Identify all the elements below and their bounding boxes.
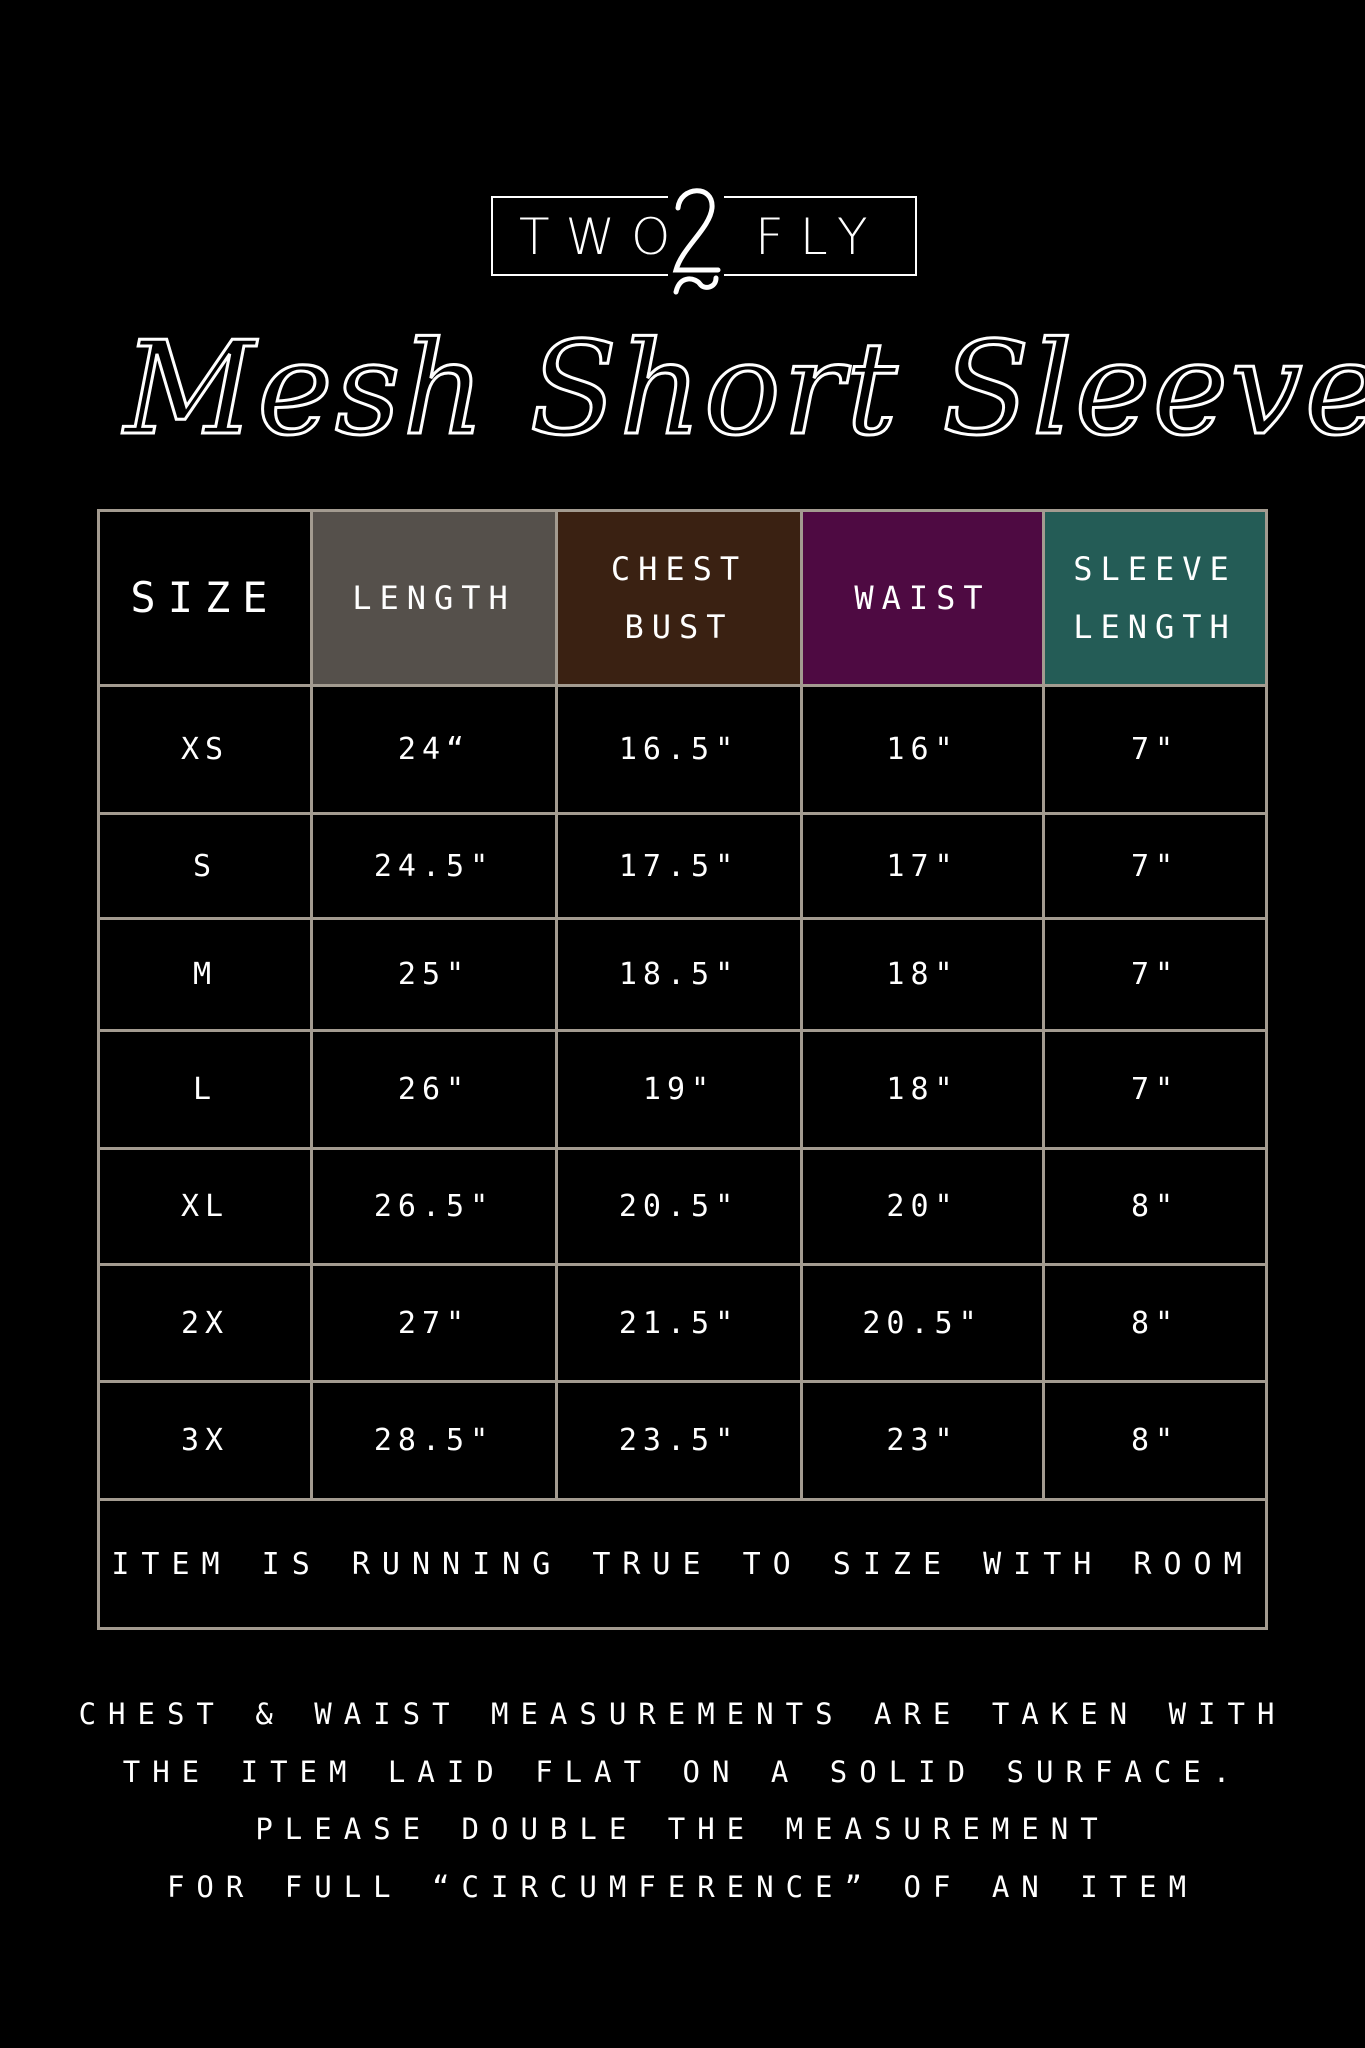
cell-waist: 20.5" [800,1263,1045,1383]
cell-sleeve-length: 8" [1042,1380,1268,1501]
cell-waist: 17" [800,812,1045,920]
header-chest-label: CHEST [610,550,748,588]
footer-line: PLEASE DOUBLE THE MEASUREMENT [255,1812,1110,1847]
header-waist: WAIST [800,509,1045,687]
fit-note: ITEM IS RUNNING TRUE TO SIZE WITH ROOM [97,1498,1268,1630]
cell-sleeve-length: 7" [1042,1029,1268,1150]
cell-chest-bust: 16.5" [555,684,803,815]
cell-chest-bust: 23.5" [555,1380,803,1501]
cell-length: 26.5" [310,1147,558,1266]
table-row: XL 26.5" 20.5" 20" 8" [97,1147,1268,1266]
brand-logo: TWO FLY [491,178,917,296]
header-sleeve-length-label: LENGTH [1073,608,1237,646]
cell-waist: 20" [800,1147,1045,1266]
header-sleeve-label: SLEEVE [1073,550,1237,588]
header-size-label: SIZE [130,573,280,622]
cell-chest-bust: 18.5" [555,917,803,1032]
table-row: S 24.5" 17.5" 17" 7" [97,812,1268,920]
table-row: M 25" 18.5" 18" 7" [97,917,1268,1032]
cell-waist: 18" [800,917,1045,1032]
cell-length: 24“ [310,684,558,815]
measurement-instructions: CHEST & WAIST MEASUREMENTS ARE TAKEN WIT… [0,1686,1365,1917]
cell-sleeve-length: 8" [1042,1263,1268,1383]
cell-size: L [97,1029,313,1150]
cell-waist: 16" [800,684,1045,815]
cell-waist: 23" [800,1380,1045,1501]
brand-left: TWO [519,208,687,266]
cell-size: 2X [97,1263,313,1383]
header-waist-label: WAIST [854,579,991,617]
cell-size: XS [97,684,313,815]
header-sleeve-length: SLEEVE LENGTH [1042,509,1268,687]
header-length-label: LENGTH [352,579,516,617]
cell-length: 28.5" [310,1380,558,1501]
header-chest-bust: CHEST BUST [555,509,803,687]
cell-size: S [97,812,313,920]
cell-length: 26" [310,1029,558,1150]
size-chart-table: SIZE LENGTH CHEST BUST WAIST SLEEVE LENGTH… [97,509,1268,1630]
cell-size: 3X [97,1380,313,1501]
header-length: LENGTH [310,509,558,687]
cell-sleeve-length: 7" [1042,917,1268,1032]
page-title: Mesh Short Sleeve [123,314,1365,466]
cell-length: 25" [310,917,558,1032]
cell-sleeve-length: 8" [1042,1147,1268,1266]
cell-size: M [97,917,313,1032]
cell-sleeve-length: 7" [1042,684,1268,815]
cell-size: XL [97,1147,313,1266]
footer-line: FOR FULL “CIRCUMFERENCE” OF AN ITEM [166,1870,1199,1905]
cell-chest-bust: 19" [555,1029,803,1150]
cell-sleeve-length: 7" [1042,812,1268,920]
table-row: 2X 27" 21.5" 20.5" 8" [97,1263,1268,1383]
table-row: 3X 28.5" 23.5" 23" 8" [97,1380,1268,1501]
cell-chest-bust: 20.5" [555,1147,803,1266]
footer-line: THE ITEM LAID FLAT ON A SOLID SURFACE. [122,1754,1243,1789]
note-row: ITEM IS RUNNING TRUE TO SIZE WITH ROOM [97,1498,1268,1630]
table-row: L 26" 19" 18" 7" [97,1029,1268,1150]
brand-two-glyph [668,178,724,296]
header-row: SIZE LENGTH CHEST BUST WAIST SLEEVE LENGTH [97,509,1268,687]
brand-right: FLY [755,208,884,266]
cell-length: 27" [310,1263,558,1383]
cell-waist: 18" [800,1029,1045,1150]
header-size: SIZE [97,509,313,687]
table-row: XS 24“ 16.5" 16" 7" [97,684,1268,815]
cell-length: 24.5" [310,812,558,920]
cell-chest-bust: 21.5" [555,1263,803,1383]
cell-chest-bust: 17.5" [555,812,803,920]
footer-line: CHEST & WAIST MEASUREMENTS ARE TAKEN WIT… [78,1697,1287,1731]
header-bust-label: BUST [624,608,734,646]
